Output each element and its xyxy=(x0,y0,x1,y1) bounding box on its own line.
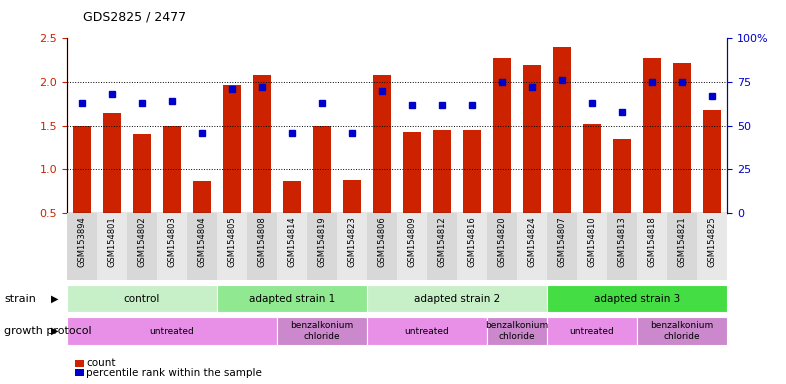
Text: GSM154813: GSM154813 xyxy=(618,217,626,267)
Text: GSM154825: GSM154825 xyxy=(707,217,717,267)
Bar xyxy=(427,213,457,280)
Bar xyxy=(277,317,367,345)
Bar xyxy=(67,317,277,345)
Bar xyxy=(217,285,367,313)
Text: GSM154810: GSM154810 xyxy=(587,217,597,267)
Bar xyxy=(193,181,211,213)
Text: untreated: untreated xyxy=(570,327,615,336)
Bar xyxy=(397,213,427,280)
Text: GSM154818: GSM154818 xyxy=(648,217,656,267)
Text: GSM153894: GSM153894 xyxy=(77,217,86,267)
Text: GSM154803: GSM154803 xyxy=(167,217,176,267)
Bar xyxy=(283,181,301,213)
Bar xyxy=(163,126,181,213)
Bar xyxy=(547,213,577,280)
Text: GSM154823: GSM154823 xyxy=(347,217,356,267)
Text: untreated: untreated xyxy=(149,327,194,336)
Text: untreated: untreated xyxy=(405,327,450,336)
Text: benzalkonium
chloride: benzalkonium chloride xyxy=(650,321,714,341)
Bar xyxy=(337,213,367,280)
Bar xyxy=(223,85,241,213)
Text: strain: strain xyxy=(4,293,36,304)
Bar xyxy=(67,285,217,313)
Bar xyxy=(313,126,331,213)
Text: ▶: ▶ xyxy=(51,293,59,304)
Text: GSM154819: GSM154819 xyxy=(318,217,326,267)
Bar xyxy=(373,75,391,213)
Text: GDS2825 / 2477: GDS2825 / 2477 xyxy=(83,10,185,23)
Bar xyxy=(247,213,277,280)
Bar xyxy=(643,58,661,213)
Bar xyxy=(703,110,721,213)
Text: GSM154808: GSM154808 xyxy=(257,217,266,267)
Bar xyxy=(673,63,691,213)
Text: benzalkonium
chloride: benzalkonium chloride xyxy=(290,321,354,341)
Text: adapted strain 1: adapted strain 1 xyxy=(248,293,335,304)
Text: benzalkonium
chloride: benzalkonium chloride xyxy=(485,321,549,341)
Bar xyxy=(637,317,727,345)
Bar xyxy=(433,130,451,213)
Bar xyxy=(667,213,697,280)
Text: GSM154807: GSM154807 xyxy=(557,217,567,267)
Text: adapted strain 2: adapted strain 2 xyxy=(413,293,500,304)
Bar xyxy=(253,75,271,213)
Bar xyxy=(343,180,361,213)
Bar xyxy=(547,285,727,313)
Text: count: count xyxy=(86,358,116,368)
Bar xyxy=(493,58,511,213)
Bar xyxy=(307,213,337,280)
Bar xyxy=(487,213,517,280)
Text: GSM154820: GSM154820 xyxy=(498,217,506,267)
Bar xyxy=(553,47,571,213)
Bar xyxy=(367,285,547,313)
Bar xyxy=(187,213,217,280)
Text: GSM154806: GSM154806 xyxy=(377,217,387,267)
Text: GSM154821: GSM154821 xyxy=(678,217,686,267)
Text: GSM154812: GSM154812 xyxy=(438,217,446,267)
Bar xyxy=(577,213,607,280)
Bar xyxy=(217,213,247,280)
Bar xyxy=(607,213,637,280)
Bar xyxy=(517,213,547,280)
Text: GSM154802: GSM154802 xyxy=(138,217,146,267)
Bar xyxy=(637,213,667,280)
Text: GSM154814: GSM154814 xyxy=(288,217,296,267)
Text: growth protocol: growth protocol xyxy=(4,326,91,336)
Text: GSM154801: GSM154801 xyxy=(108,217,116,267)
Bar xyxy=(277,213,307,280)
Bar xyxy=(367,213,397,280)
Text: GSM154805: GSM154805 xyxy=(227,217,237,267)
Bar xyxy=(67,213,97,280)
Text: control: control xyxy=(123,293,160,304)
Bar xyxy=(583,124,601,213)
Text: percentile rank within the sample: percentile rank within the sample xyxy=(86,368,263,378)
Text: adapted strain 3: adapted strain 3 xyxy=(594,293,680,304)
Text: GSM154809: GSM154809 xyxy=(407,217,417,267)
Bar xyxy=(457,213,487,280)
Bar xyxy=(403,132,421,213)
Bar xyxy=(487,317,547,345)
Bar xyxy=(523,65,541,213)
Bar xyxy=(127,213,157,280)
Bar xyxy=(697,213,727,280)
Bar xyxy=(463,130,481,213)
Text: ▶: ▶ xyxy=(51,326,59,336)
Bar xyxy=(97,213,127,280)
Text: GSM154816: GSM154816 xyxy=(468,217,476,267)
Text: GSM154804: GSM154804 xyxy=(197,217,207,267)
Bar xyxy=(367,317,487,345)
Bar xyxy=(103,113,121,213)
Bar xyxy=(157,213,187,280)
Text: GSM154824: GSM154824 xyxy=(527,217,537,267)
Bar xyxy=(547,317,637,345)
Bar xyxy=(73,126,91,213)
Bar xyxy=(133,134,151,213)
Bar xyxy=(613,139,631,213)
